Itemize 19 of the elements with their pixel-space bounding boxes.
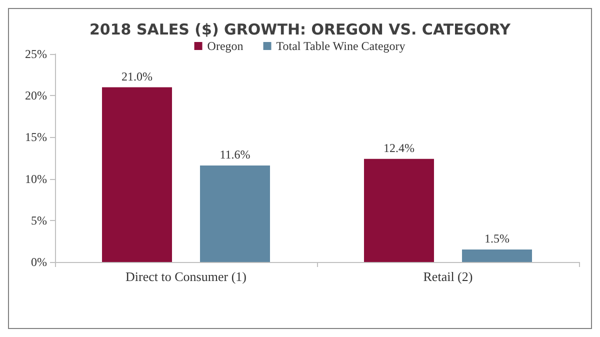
- legend-label: Total Table Wine Category: [276, 39, 406, 53]
- y-tick-label: 15%: [25, 130, 47, 144]
- y-tick-label: 20%: [25, 88, 47, 103]
- bar: [364, 158, 434, 262]
- bar: [102, 87, 172, 262]
- data-label: 12.4%: [384, 140, 414, 155]
- data-label: 11.6%: [220, 147, 250, 162]
- x-tick-label: Direct to Consumer (1): [126, 269, 246, 284]
- legend-label: Oregon: [207, 39, 244, 53]
- x-tick-label: Retail (2): [423, 269, 473, 284]
- data-label: 1.5%: [484, 232, 510, 246]
- bar: [200, 165, 270, 262]
- y-tick-label: 25%: [25, 47, 47, 61]
- y-tick-label: 10%: [25, 172, 47, 186]
- y-tick-label: 5%: [31, 213, 47, 228]
- chart-title: 2018 SALES ($) GROWTH: OREGON VS. CATEGORY: [89, 20, 512, 38]
- data-label: 21.0%: [122, 69, 152, 84]
- bar: [462, 250, 532, 262]
- y-tick-label: 0%: [31, 255, 47, 269]
